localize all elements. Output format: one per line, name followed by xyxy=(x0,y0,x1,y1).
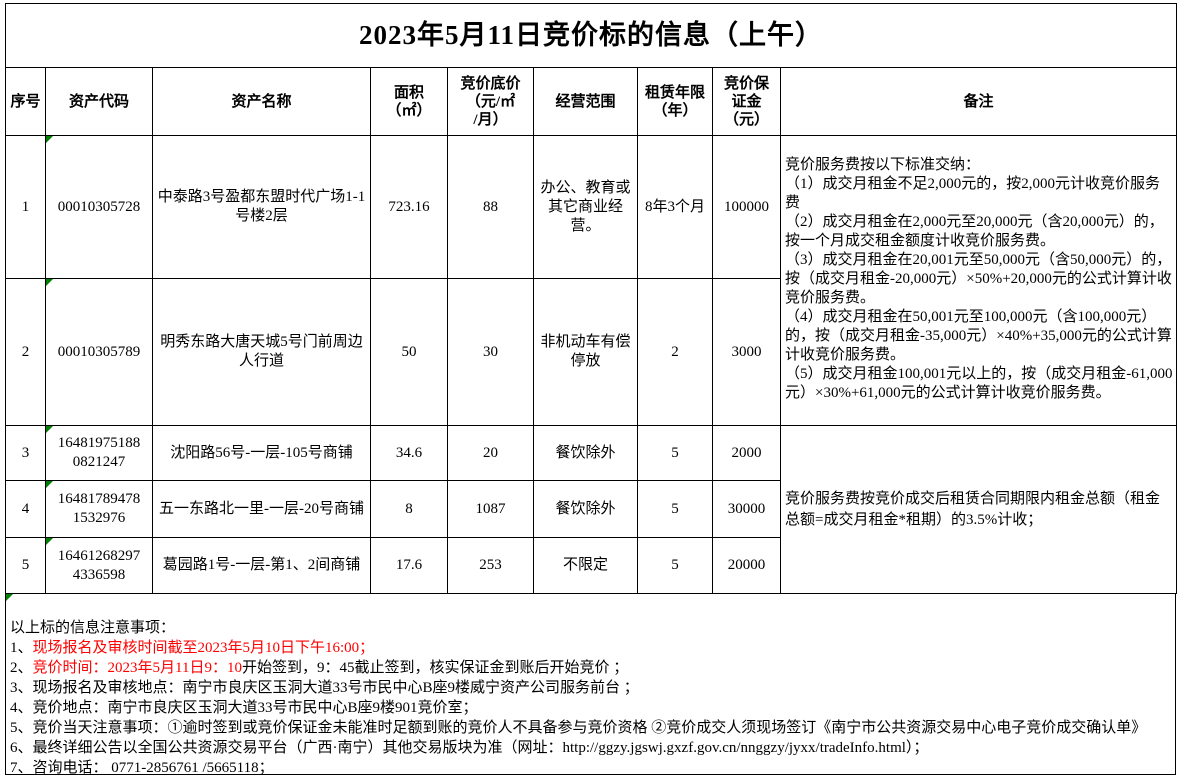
note-number: 6、 xyxy=(10,740,33,756)
note-item-5: 5、竞价当天注意事项：①逾时签到或竞价保证金未能准时足额到账的竞价人不具备参与竞… xyxy=(10,718,1171,738)
cell-area: 8 xyxy=(370,480,448,538)
col-header-lease-term: 租赁年限 （年） xyxy=(637,67,713,136)
cell-seq: 1 xyxy=(5,134,46,280)
asset-code-text: 00010305789 xyxy=(57,343,141,360)
cell-asset-name: 明秀东路大唐天城5号门前周边人行道 xyxy=(152,278,371,426)
note-number: 2、 xyxy=(10,660,33,676)
note-text: 现场报名及审核地点：南宁市良庆区玉洞大道33号市民中心B座9楼威宁资产公司服务前… xyxy=(32,680,639,696)
cell-lease-term: 5 xyxy=(637,425,713,481)
note-item-1: 1、现场报名及审核时间截至2023年5月10日下午16:00； xyxy=(10,638,1171,658)
note-item-6: 6、最终详细公告以全国公共资源交易平台（广西·南宁）其他交易版块为准（网址：ht… xyxy=(10,738,1171,758)
cell-asset-name: 中泰路3号盈都东盟时代广场1-1号楼2层 xyxy=(152,134,371,280)
cell-base-price: 30 xyxy=(447,278,534,426)
asset-code-text: 16461268297 4336598 xyxy=(57,547,141,583)
cell-asset-name: 五一东路北一里-一层-20号商铺 xyxy=(152,480,371,538)
col-header-area: 面积 （㎡） xyxy=(370,67,448,136)
note-text: 最终详细公告以全国公共资源交易平台（广西·南宁）其他交易版块为准（网址：http… xyxy=(32,740,929,756)
col-header-asset-name: 资产名称 xyxy=(152,67,371,136)
asset-code-text: 16481789478 1532976 xyxy=(57,491,141,526)
cell-business-scope: 餐饮除外 xyxy=(533,480,638,538)
cell-asset-code: 16481789478 1532976 xyxy=(45,480,153,538)
note-number: 7、 xyxy=(10,760,33,775)
cell-seq: 3 xyxy=(5,425,46,481)
cell-deposit: 20000 xyxy=(712,537,781,594)
col-header-deposit: 竞价保 证金 （元） xyxy=(712,67,781,136)
cell-seq: 4 xyxy=(5,480,46,538)
remarks-group-2: 竞价服务费按竞价成交后租赁合同期限内租金总额（租金总额=成交月租金*租期）的3.… xyxy=(779,425,1178,594)
col-header-business-scope: 经营范围 xyxy=(533,67,638,136)
notes-section: 以上标的信息注意事项： 1、现场报名及审核时间截至2023年5月10日下午16:… xyxy=(5,594,1176,775)
cell-area: 50 xyxy=(370,278,448,426)
cell-area: 723.16 xyxy=(370,134,448,280)
cell-asset-code: 00010305728 xyxy=(45,134,153,280)
cell-asset-code: 16461268297 4336598 xyxy=(45,537,153,594)
cell-lease-term: 2 xyxy=(637,278,713,426)
remarks-group-1-text: 竞价服务费按以下标准交纳： （1）成交月租金不足2,000元的，按2,000元计… xyxy=(785,157,1173,401)
note-item-4: 4、竞价地点：南宁市良庆区玉洞大道33号市民中心B座9楼901竞价室； xyxy=(10,698,1171,718)
excel-error-indicator-icon xyxy=(46,136,53,143)
cell-base-price: 88 xyxy=(447,134,534,280)
col-header-asset-code: 资产代码 xyxy=(45,67,153,136)
excel-error-indicator-icon xyxy=(46,279,53,287)
note-number: 1、 xyxy=(10,640,33,656)
cell-seq: 5 xyxy=(5,537,46,594)
bidding-info-sheet: 2023年5月11日竞价标的信息（上午） 序号 资产代码 资产名称 面积 （㎡）… xyxy=(4,3,1178,775)
table-row: 1 00010305728 中泰路3号盈都东盟时代广场1-1号楼2层 723.1… xyxy=(5,134,1178,426)
cell-business-scope: 办公、教育或其它商业经营。 xyxy=(533,134,638,280)
table-row: 2 00010305789 明秀东路大唐天城5号门前周边人行道 50 30 非机… xyxy=(5,278,1177,426)
cell-business-scope: 不限定 xyxy=(533,537,638,594)
cell-seq: 2 xyxy=(5,278,46,426)
title-row: 2023年5月11日竞价标的信息（上午） xyxy=(4,3,1178,68)
note-number: 3、 xyxy=(10,680,33,696)
note-red-text: 现场报名及审核时间截至2023年5月10日下午16:00； xyxy=(32,640,375,656)
asset-code-text: 16481975188 0821247 xyxy=(57,435,141,470)
note-number: 5、 xyxy=(10,720,33,736)
cell-base-price: 253 xyxy=(447,537,534,594)
col-header-remarks: 备注 xyxy=(779,67,1178,136)
cell-lease-term: 8年3个月 xyxy=(637,134,713,280)
cell-asset-code: 16481975188 0821247 xyxy=(45,425,153,481)
note-number: 4、 xyxy=(10,700,33,716)
cell-base-price: 20 xyxy=(447,425,534,481)
cell-asset-name: 沈阳路56号-一层-105号商铺 xyxy=(152,425,371,481)
header-row: 序号 资产代码 资产名称 面积 （㎡） 竞价底价 （元/㎡ /月） 经营范围 租… xyxy=(5,67,1178,136)
note-text: 竞价当天注意事项：①逾时签到或竞价保证金未能准时足额到账的竞价人不具备参与竞价资… xyxy=(32,720,1147,736)
note-text: 咨询电话： 0771-2856761 /5665118； xyxy=(32,760,274,775)
cell-lease-term: 5 xyxy=(637,480,713,538)
cell-business-scope: 非机动车有偿停放 xyxy=(533,278,638,426)
note-text: 竞价地点：南宁市良庆区玉洞大道33号市民中心B座9楼901竞价室； xyxy=(32,700,478,716)
cell-area: 17.6 xyxy=(370,537,448,594)
cell-lease-term: 5 xyxy=(637,537,713,594)
cell-asset-code: 00010305789 xyxy=(45,278,153,426)
excel-error-indicator-icon xyxy=(46,538,53,545)
remarks-group-1: 竞价服务费按以下标准交纳： （1）成交月租金不足2,000元的，按2,000元计… xyxy=(779,135,1178,426)
table-row: 5 16461268297 4336598 葛园路1号-一层-第1、2间商铺 1… xyxy=(5,537,1177,594)
cell-deposit: 2000 xyxy=(712,425,781,481)
cell-deposit: 3000 xyxy=(712,278,781,426)
col-header-seq: 序号 xyxy=(5,67,46,136)
cell-deposit: 100000 xyxy=(712,134,781,280)
table-row: 3 16481975188 0821247 沈阳路56号-一层-105号商铺 3… xyxy=(5,425,1178,594)
cell-base-price: 1087 xyxy=(447,480,534,538)
excel-error-indicator-icon xyxy=(46,426,53,433)
cell-business-scope: 餐饮除外 xyxy=(533,425,638,481)
note-red-text: 竞价时间：2023年5月11日9：10 xyxy=(32,660,242,676)
note-text: 开始签到，9：45截止签到，核实保证金到账后开始竞价 ； xyxy=(241,660,629,676)
table-row: 4 16481789478 1532976 五一东路北一里-一层-20号商铺 8… xyxy=(5,480,1177,538)
note-item-3: 3、现场报名及审核地点：南宁市良庆区玉洞大道33号市民中心B座9楼威宁资产公司服… xyxy=(10,678,1171,698)
asset-code-text: 00010305728 xyxy=(57,198,141,215)
excel-error-indicator-icon xyxy=(46,481,53,488)
cell-deposit: 30000 xyxy=(712,480,781,538)
page-title: 2023年5月11日竞价标的信息（上午） xyxy=(4,3,1178,68)
col-header-base-price: 竞价底价 （元/㎡ /月） xyxy=(447,67,534,136)
cell-area: 34.6 xyxy=(370,425,448,481)
excel-error-indicator-icon xyxy=(6,594,13,601)
note-item-7: 7、咨询电话： 0771-2856761 /5665118； xyxy=(10,758,1171,775)
bidding-table: 2023年5月11日竞价标的信息（上午） 序号 资产代码 资产名称 面积 （㎡）… xyxy=(4,3,1178,594)
note-item-2: 2、竞价时间：2023年5月11日9：10开始签到，9：45截止签到，核实保证金… xyxy=(10,658,1171,678)
cell-asset-name: 葛园路1号-一层-第1、2间商铺 xyxy=(152,537,371,594)
notes-heading: 以上标的信息注意事项： xyxy=(10,620,176,636)
